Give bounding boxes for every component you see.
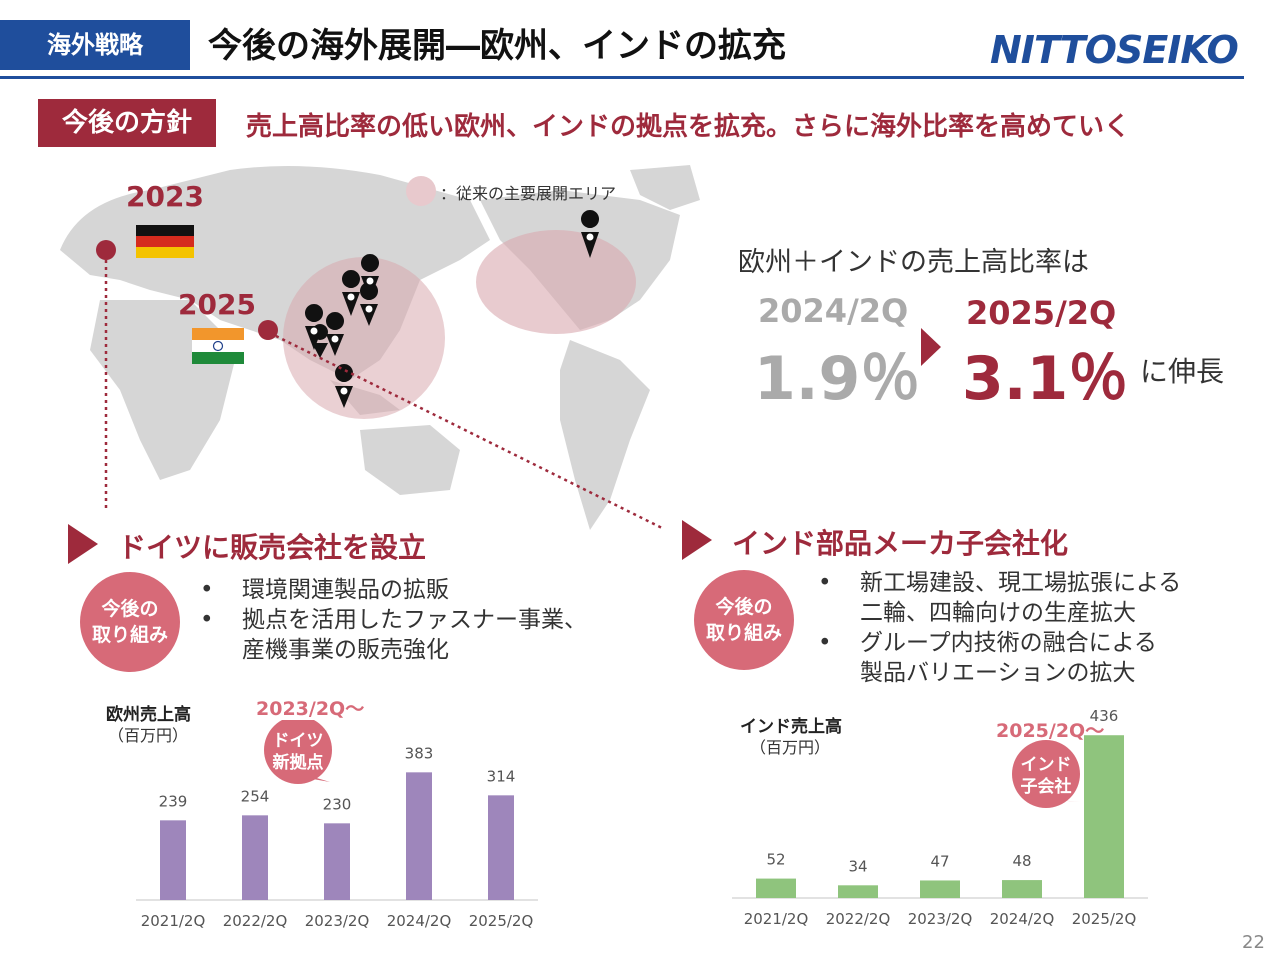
germany-year: 2023 [126, 180, 204, 213]
germany-flag-icon [136, 225, 194, 258]
x-tick-label: 2024/2Q [387, 912, 452, 930]
india-chart-unit: （百万円） [750, 738, 831, 757]
india-effort-badge: 今後の 取り組み [694, 570, 794, 670]
india-flag-icon [192, 328, 244, 364]
map-legend: ：従来の主要展開エリア [440, 184, 617, 203]
data-label: 436 [1090, 707, 1119, 725]
bar [324, 823, 350, 900]
location-pin-icon [335, 364, 354, 408]
bar [756, 878, 796, 898]
india-callout-label: 2025/2Q～ [996, 720, 1105, 742]
x-tick-label: 2024/2Q [990, 910, 1055, 928]
list-item: 新工場建設、現工場拡張による [818, 568, 1181, 598]
ratio-growth-text: に伸長 [1140, 355, 1225, 388]
x-tick-label: 2023/2Q [908, 910, 973, 928]
policy-tag: 今後の方針 [38, 99, 216, 147]
callout-bubble-text: 子会社 [1021, 776, 1072, 797]
x-tick-label: 2023/2Q [305, 912, 370, 930]
ratio-before-value: 1.9％ [754, 344, 921, 414]
x-tick-label: 2021/2Q [141, 912, 206, 930]
india-bullets: 新工場建設、現工場拡張による 二輪、四輪向けの生産拡大 グループ内技術の融合によ… [818, 568, 1181, 688]
bar [920, 880, 960, 898]
callout-bubble-text: ドイツ [273, 731, 324, 751]
x-tick-label: 2021/2Q [744, 910, 809, 928]
bar [1002, 880, 1042, 898]
india-marker [258, 320, 278, 340]
x-tick-label: 2025/2Q [1072, 910, 1137, 928]
world-map [60, 165, 700, 530]
india-section-title: インド部品メーカ子会社化 [732, 527, 1069, 560]
legend-swatch [406, 176, 436, 206]
ratio-arrow-icon [921, 328, 941, 366]
header-divider [0, 76, 1244, 79]
list-item: 製品バリエーションの拡大 [860, 660, 1136, 686]
europe-chart-unit: （百万円） [108, 726, 189, 745]
section-arrow-icon [682, 520, 712, 560]
india-chart-title: インド売上高 [740, 717, 842, 737]
policy-text: 売上高比率の低い欧州、インドの拠点を拡充。さらに海外比率を高めていく [246, 112, 1131, 142]
page-number: 22 [1242, 932, 1265, 953]
list-item: 環境関連製品の拡販 [200, 575, 587, 605]
india-sales-chart: 522021/2Q342022/2Q472023/2Q482024/2Q4362… [732, 707, 1148, 928]
bar [488, 795, 514, 900]
asia-area-highlight [283, 257, 445, 419]
location-pin-icon [342, 270, 361, 316]
bar [242, 815, 268, 900]
list-item: グループ内技術の融合による [818, 628, 1181, 658]
ratio-caption: 欧州＋インドの売上高比率は [738, 247, 1089, 278]
x-tick-label: 2022/2Q [223, 912, 288, 930]
section-arrow-icon [68, 524, 98, 564]
germany-marker [96, 240, 116, 260]
bar [1084, 735, 1124, 898]
europe-chart-title: 欧州売上高 [106, 705, 191, 725]
ratio-after-value: 3.1％ [962, 344, 1129, 414]
data-label: 230 [323, 795, 352, 813]
data-label: 52 [766, 851, 785, 869]
section-tag: 海外戦略 [0, 20, 190, 70]
location-pin-icon [360, 281, 379, 326]
callout-bubble-text: インド [1021, 755, 1072, 775]
india-year: 2025 [178, 288, 256, 321]
north-america-area-highlight [476, 230, 636, 334]
europe-bullets: 環境関連製品の拡販 拠点を活用したファスナー事業、 産機事業の販売強化 [200, 575, 587, 665]
data-label: 383 [405, 744, 434, 762]
data-label: 254 [241, 787, 270, 805]
data-label: 48 [1012, 852, 1031, 870]
data-label: 239 [159, 792, 188, 810]
ratio-after-period: 2025/2Q [966, 294, 1117, 332]
bar [838, 885, 878, 898]
list-item: 産機事業の販売強化 [242, 637, 449, 663]
europe-effort-badge: 今後の 取り組み [80, 572, 180, 672]
page-title: 今後の海外展開―欧州、インドの拡充 [208, 26, 786, 66]
list-item: 拠点を活用したファスナー事業、 [200, 605, 587, 635]
bar [160, 820, 186, 900]
bar [406, 772, 432, 900]
data-label: 47 [930, 852, 949, 870]
data-label: 34 [848, 857, 867, 875]
europe-callout-label: 2023/2Q～ [256, 698, 365, 720]
company-logo: NITTOSEIKO [990, 28, 1239, 72]
india-connector [275, 334, 663, 530]
ratio-before-period: 2024/2Q [758, 292, 909, 330]
list-item: 二輪、四輪向けの生産拡大 [860, 600, 1136, 626]
europe-section-title: ドイツに販売会社を設立 [118, 531, 427, 564]
data-label: 314 [487, 767, 516, 785]
x-tick-label: 2025/2Q [469, 912, 534, 930]
x-tick-label: 2022/2Q [826, 910, 891, 928]
location-pin-icon [361, 254, 380, 300]
location-pin-icon [326, 312, 345, 356]
callout-bubble-text: 新拠点 [273, 752, 324, 773]
europe-sales-chart: 239 2021/2Q 254 2022/2Q 230 2023/2Q 383 2024/2Q… [136, 720, 538, 930]
